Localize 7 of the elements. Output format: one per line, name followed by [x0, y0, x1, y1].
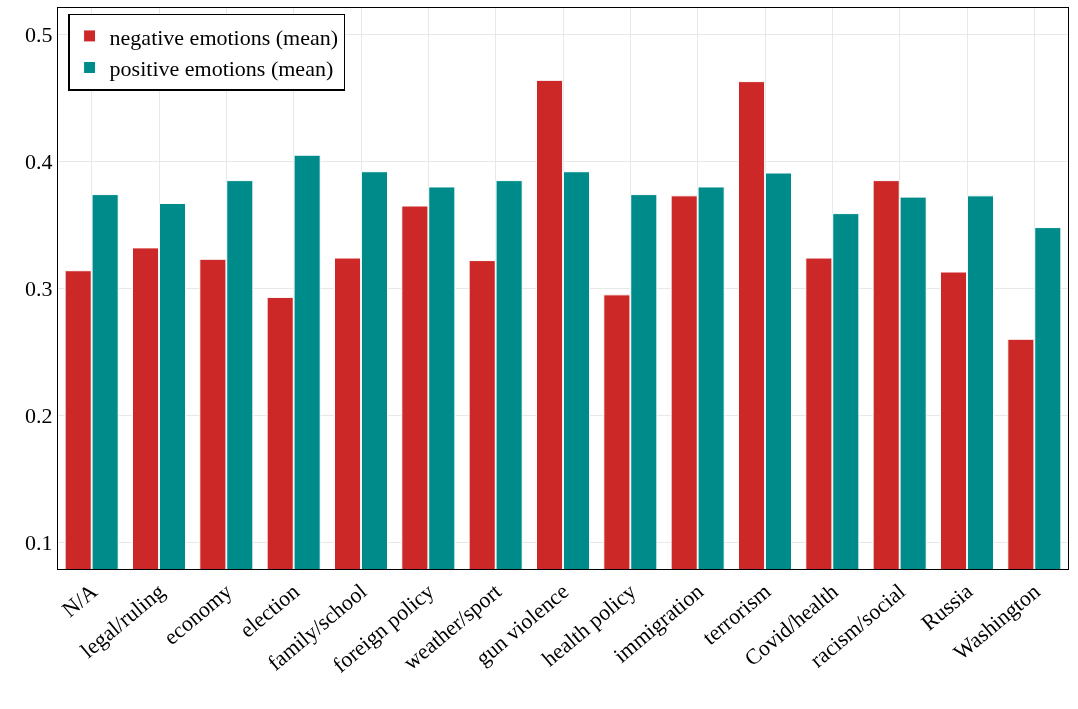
y-tick-label: 0.5 [25, 22, 53, 48]
y-tick-label: 0.1 [25, 530, 53, 556]
y-tick-label: 0.4 [25, 149, 53, 175]
y-tick-label: 0.3 [25, 276, 53, 302]
legend-label: positive emotions (mean) [109, 56, 334, 82]
y-tick-label: 0.2 [25, 403, 53, 429]
legend-label: negative emotions (mean) [109, 24, 339, 50]
